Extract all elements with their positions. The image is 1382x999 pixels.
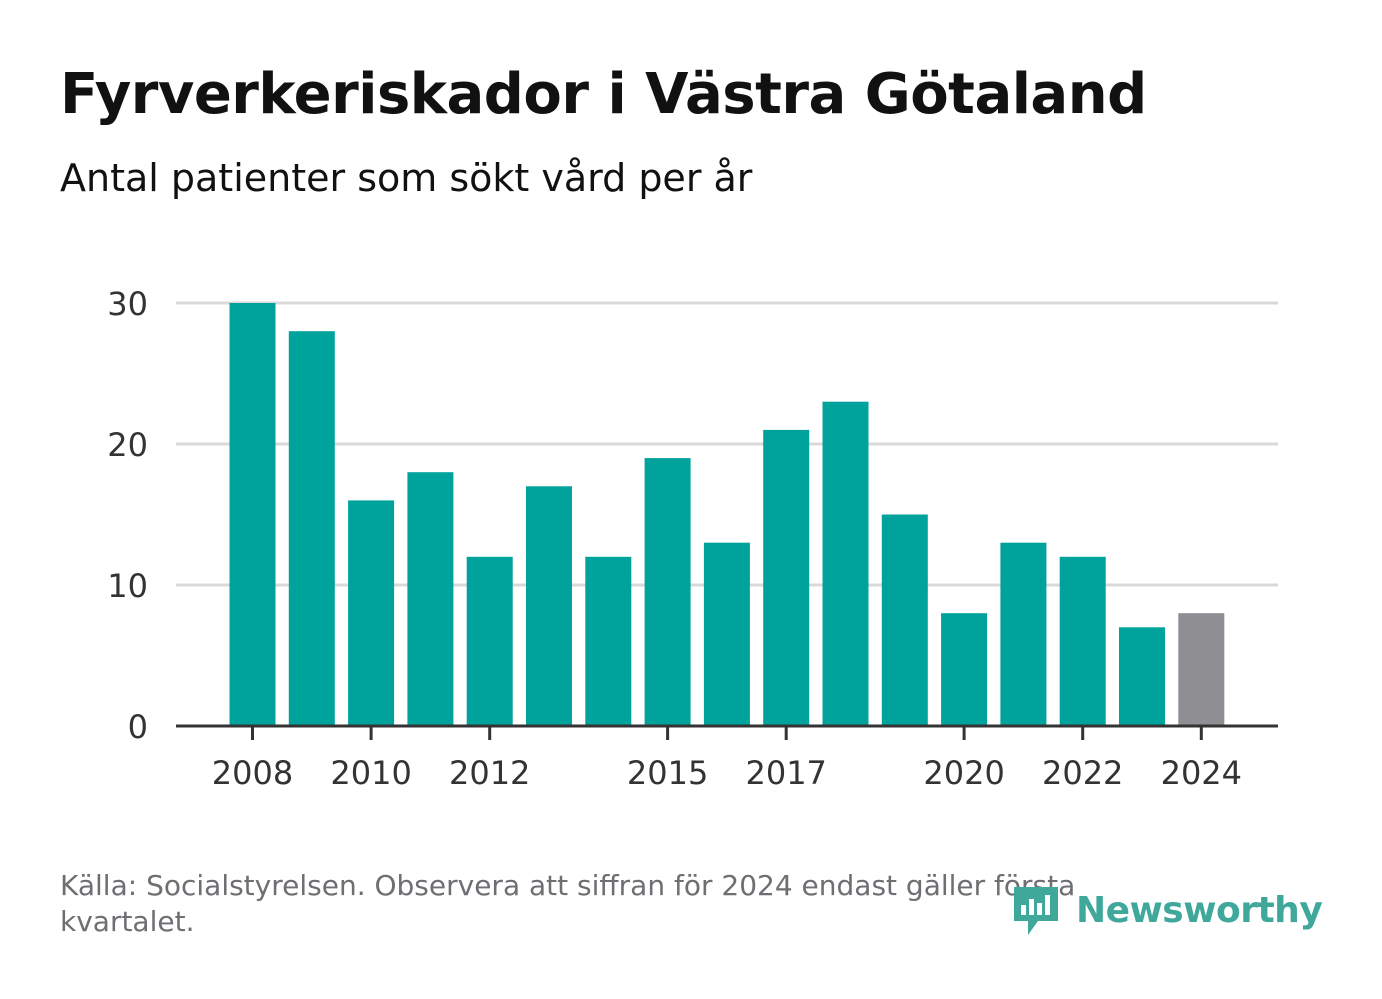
bars — [229, 303, 1225, 726]
x-tick-label-2017: 2017 — [745, 754, 826, 792]
brand-logo: Newsworthy — [1010, 880, 1323, 940]
x-tick-label-2020: 2020 — [923, 754, 1004, 792]
logo-bar-2 — [1029, 899, 1034, 915]
brand-name: Newsworthy — [1076, 889, 1323, 931]
bar-2022 — [1059, 556, 1106, 726]
bar-2011 — [407, 472, 454, 726]
bar-2018 — [822, 401, 869, 726]
x-tick-label-2012: 2012 — [449, 754, 530, 792]
bar-2021 — [1000, 542, 1047, 726]
bar-2013 — [526, 486, 572, 726]
bar-2017 — [763, 429, 810, 726]
bar-2009 — [288, 331, 335, 726]
x-tick-label-2015: 2015 — [627, 754, 708, 792]
logo-bar-3 — [1037, 903, 1042, 915]
x-tick-label-2010: 2010 — [330, 754, 411, 792]
x-tick-label-2024: 2024 — [1161, 754, 1242, 792]
bar-2024 — [1178, 613, 1225, 726]
bar-chart: 0 10 20 30 2008 2010 2012 2015 2017 2020 2022 2024 — [107, 285, 1278, 792]
bar-2014 — [585, 556, 632, 726]
newsworthy-logo-icon — [1014, 887, 1058, 935]
bar-2015 — [644, 458, 691, 726]
bar-2019 — [881, 514, 928, 726]
y-tick-label-20: 20 — [107, 426, 148, 464]
x-tick-label-2022: 2022 — [1042, 754, 1123, 792]
bar-2016 — [703, 542, 750, 726]
logo-speech-bubble — [1014, 887, 1058, 935]
bar-2008 — [229, 303, 276, 726]
chart-title: Fyrverkeriskador i Västra Götaland — [60, 62, 1147, 127]
logo-bar-1 — [1021, 905, 1026, 915]
bar-2020 — [941, 613, 988, 726]
x-tick-label-2008: 2008 — [212, 754, 293, 792]
chart-subtitle: Antal patienter som sökt vård per år — [60, 156, 753, 200]
y-tick-label-10: 10 — [107, 567, 148, 605]
tick-labels: 0 10 20 30 2008 2010 2012 2015 2017 2020 2022 2024 — [107, 285, 1242, 792]
bar-2012 — [466, 556, 513, 726]
logo-bar-4 — [1045, 895, 1050, 915]
source-note: Källa: Socialstyrelsen. Observera att si… — [60, 869, 1076, 938]
axes — [176, 724, 1278, 740]
y-tick-label-30: 30 — [107, 285, 148, 323]
bar-2010 — [348, 500, 395, 726]
y-tick-label-0: 0 — [128, 708, 148, 746]
bar-2023 — [1119, 627, 1165, 726]
